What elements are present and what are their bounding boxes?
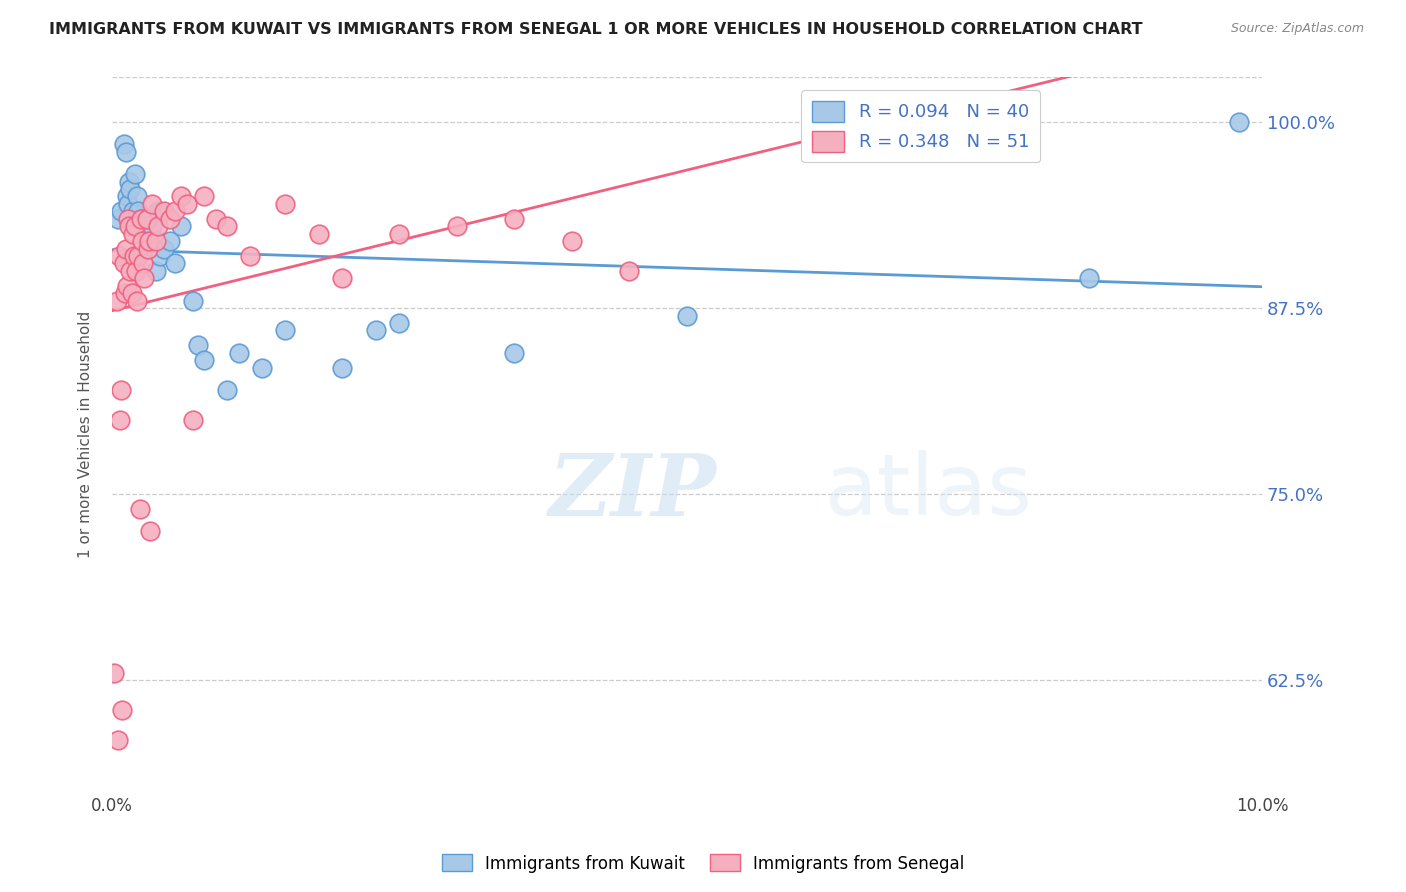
Point (127, 204, 149, 219)
Legend: R = 0.094   N = 40, R = 0.348   N = 51: R = 0.094 N = 40, R = 0.348 N = 51 (801, 90, 1040, 162)
Point (125, 219, 148, 234)
Point (134, 271, 156, 285)
Point (114, 145, 136, 159)
Point (193, 189, 215, 203)
Point (181, 413, 204, 427)
Text: IMMIGRANTS FROM KUWAIT VS IMMIGRANTS FROM SENEGAL 1 OR MORE VEHICLES IN HOUSEHOL: IMMIGRANTS FROM KUWAIT VS IMMIGRANTS FRO… (49, 22, 1143, 37)
Point (446, 219, 468, 234)
Point (105, 293, 128, 308)
Point (215, 219, 238, 234)
Point (239, 249, 262, 263)
Point (193, 353, 215, 368)
Point (111, 703, 134, 717)
Y-axis label: 1 or more Vehicles in Household: 1 or more Vehicles in Household (79, 311, 93, 558)
Point (132, 227, 155, 241)
Point (125, 264, 148, 278)
Point (139, 524, 162, 539)
Point (273, 323, 295, 337)
Point (127, 249, 149, 263)
Point (676, 309, 699, 323)
Point (129, 211, 152, 226)
Point (112, 256, 135, 270)
Point (128, 502, 150, 516)
Point (215, 383, 238, 397)
Point (107, 732, 129, 747)
Point (138, 242, 160, 256)
Point (135, 234, 157, 248)
Point (118, 219, 141, 234)
Point (118, 175, 141, 189)
Text: atlas: atlas (825, 450, 1033, 533)
Point (170, 219, 193, 234)
Point (1227, 115, 1250, 129)
Point (181, 293, 204, 308)
Point (159, 234, 181, 248)
Point (388, 316, 411, 330)
Point (120, 182, 142, 196)
Point (561, 234, 583, 248)
Point (176, 197, 198, 211)
Point (114, 242, 136, 256)
Point (108, 413, 131, 427)
Point (110, 383, 132, 397)
Point (114, 286, 136, 301)
Point (120, 264, 142, 278)
Point (388, 227, 411, 241)
Point (117, 197, 139, 211)
Point (145, 234, 167, 248)
Point (503, 211, 526, 226)
Point (1078, 271, 1101, 285)
Point (134, 219, 156, 234)
Point (308, 227, 330, 241)
Point (129, 211, 152, 226)
Text: Source: ZipAtlas.com: Source: ZipAtlas.com (1230, 22, 1364, 36)
Point (124, 167, 146, 181)
Point (330, 360, 353, 375)
Point (170, 189, 193, 203)
Point (132, 256, 155, 270)
Point (115, 189, 138, 203)
Point (121, 204, 143, 219)
Point (108, 249, 131, 263)
Point (115, 278, 138, 293)
Point (146, 219, 169, 234)
Point (250, 360, 273, 375)
Point (121, 286, 143, 301)
Point (503, 345, 526, 359)
Point (135, 211, 157, 226)
Point (146, 204, 169, 219)
Point (141, 197, 163, 211)
Point (122, 249, 145, 263)
Point (112, 137, 135, 152)
Point (152, 242, 174, 256)
Point (273, 197, 295, 211)
Point (228, 345, 250, 359)
Point (149, 249, 172, 263)
Point (107, 211, 129, 226)
Point (138, 234, 160, 248)
Text: ZIP: ZIP (548, 450, 717, 533)
Point (110, 204, 132, 219)
Point (127, 293, 149, 308)
Point (131, 234, 153, 248)
Point (127, 189, 149, 203)
Point (165, 204, 187, 219)
Point (136, 242, 159, 256)
Point (117, 211, 139, 226)
Point (159, 211, 181, 226)
Point (619, 264, 641, 278)
Point (124, 219, 146, 234)
Point (330, 271, 353, 285)
Point (141, 219, 163, 234)
Point (165, 256, 187, 270)
Legend: Immigrants from Kuwait, Immigrants from Senegal: Immigrants from Kuwait, Immigrants from … (434, 847, 972, 880)
Point (145, 264, 167, 278)
Point (103, 665, 125, 680)
Point (152, 204, 174, 219)
Point (366, 323, 388, 337)
Point (187, 338, 209, 352)
Point (121, 227, 143, 241)
Point (204, 211, 226, 226)
